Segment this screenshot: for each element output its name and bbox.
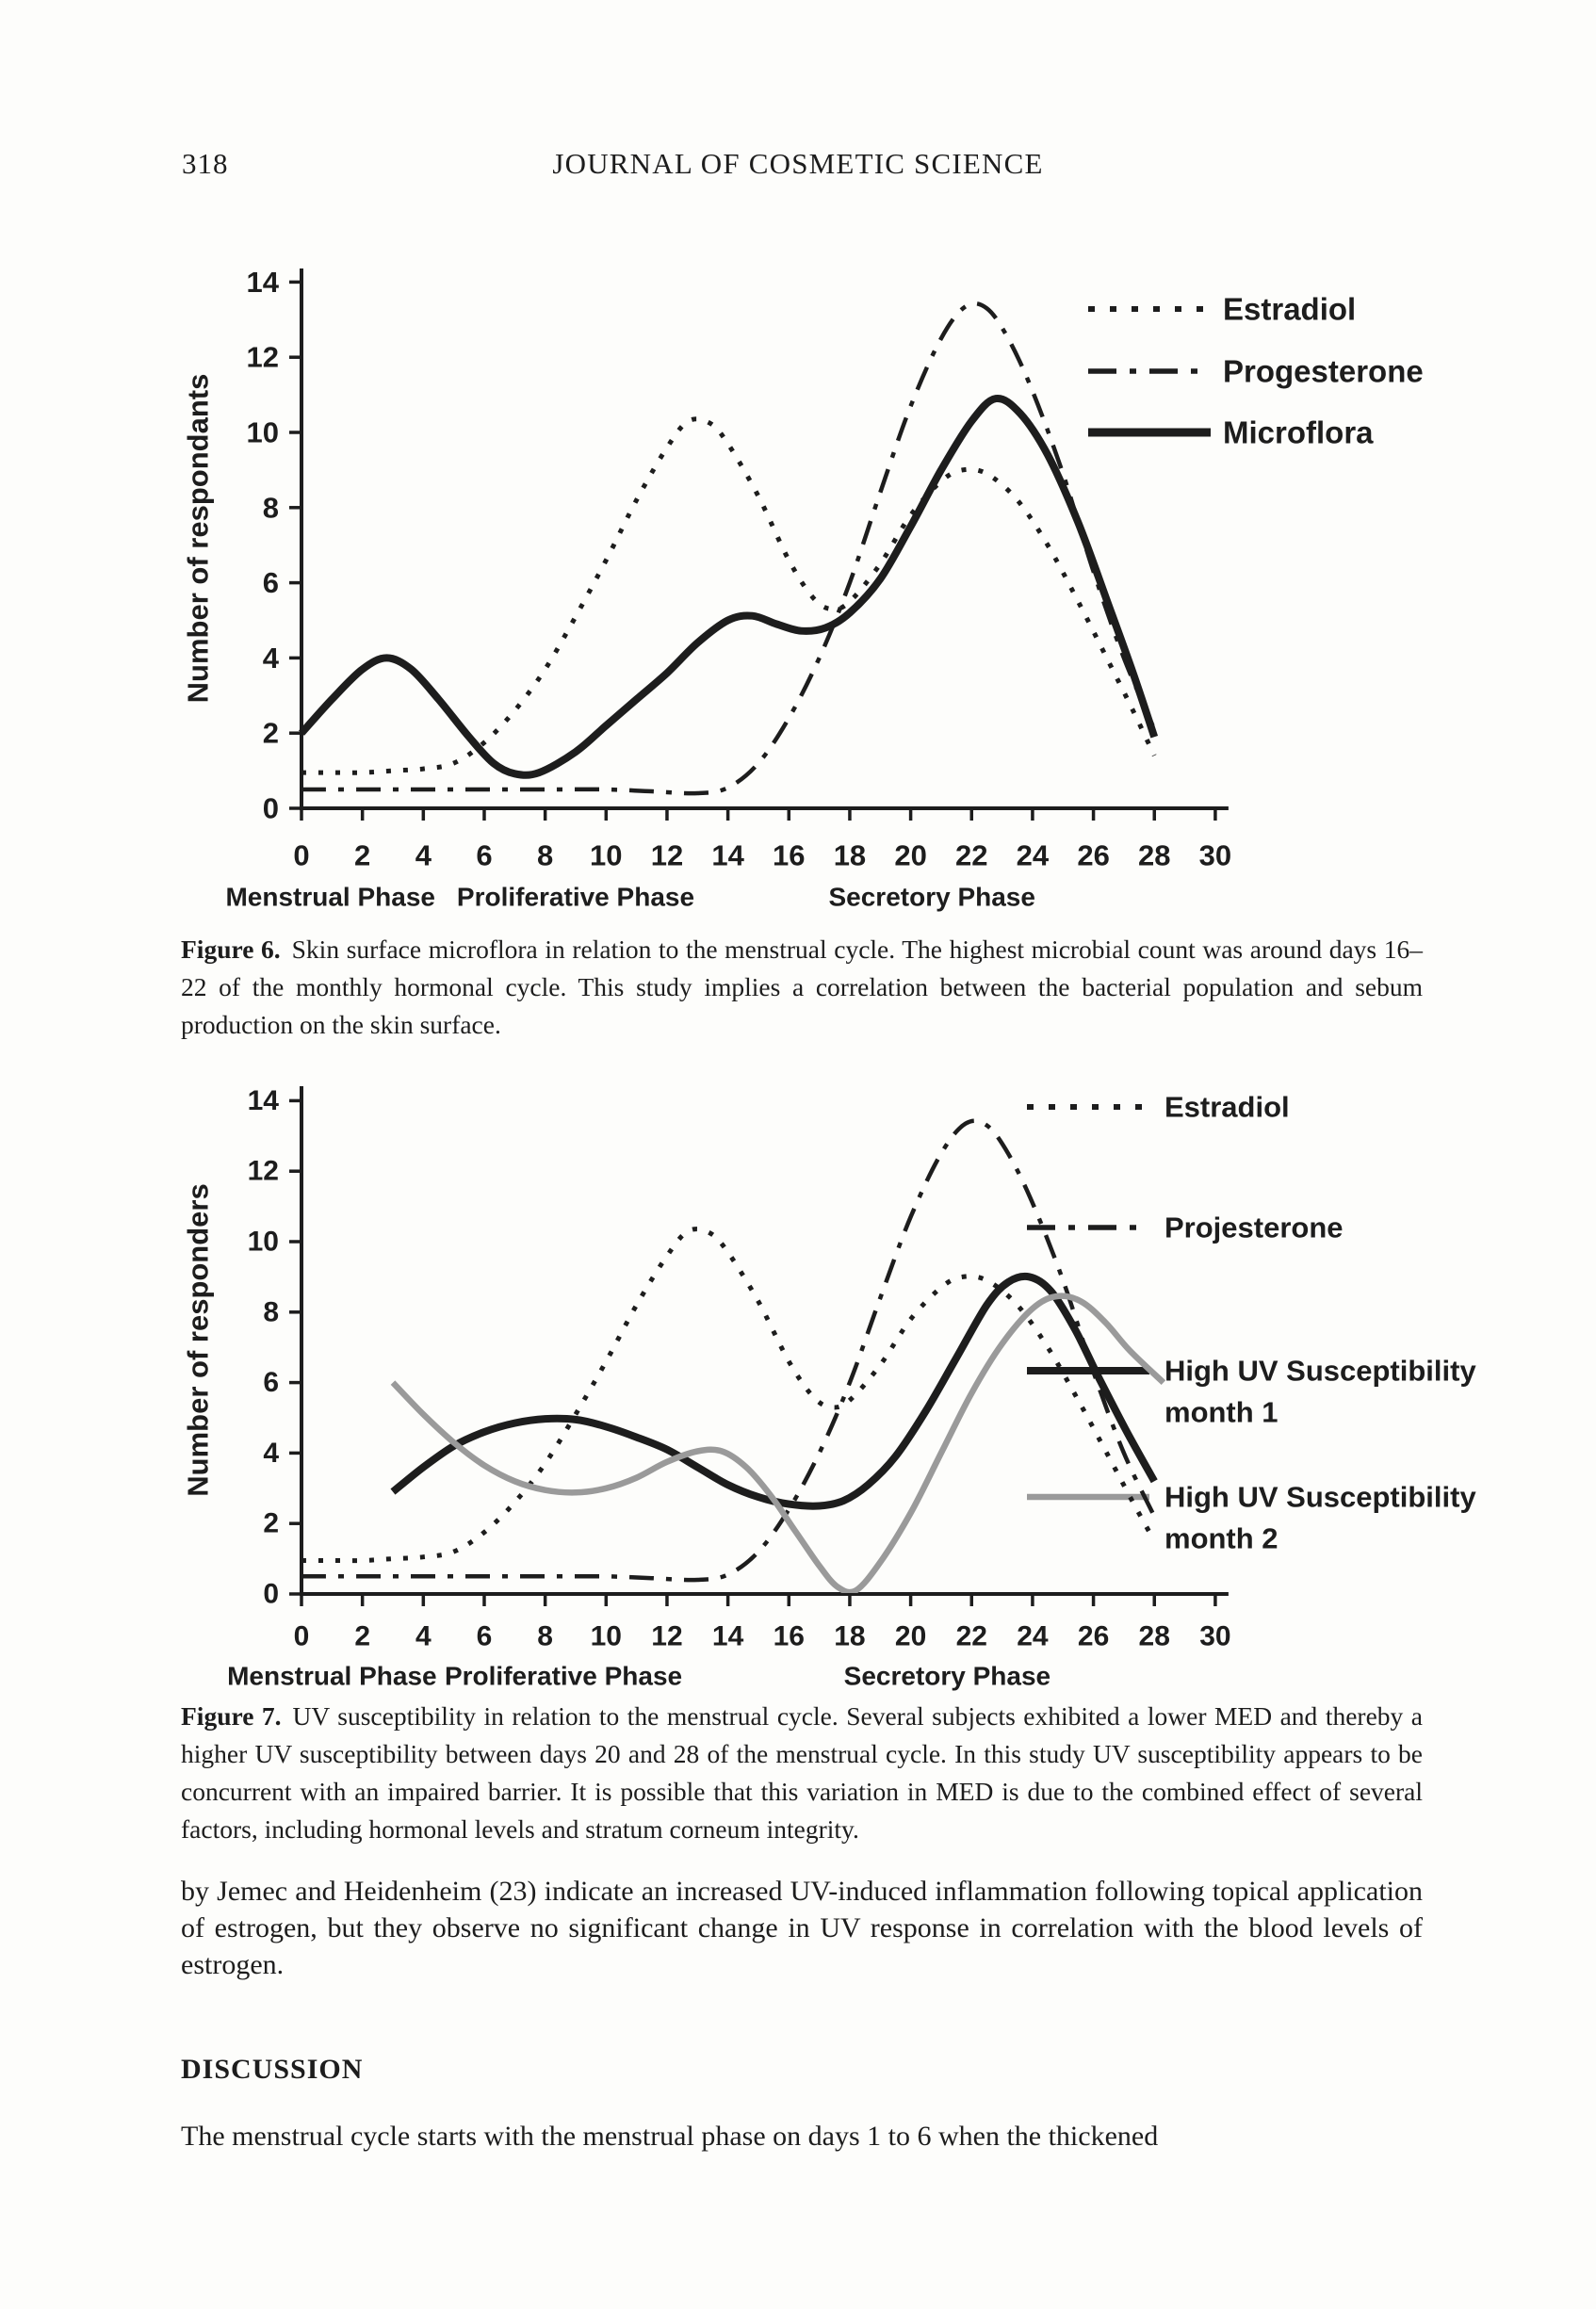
journal-header: JOURNAL OF COSMETIC SCIENCE	[552, 147, 1044, 180]
x-tick-label: 10	[590, 839, 622, 872]
legend-label: High UV Susceptibility	[1164, 1481, 1476, 1514]
x-tick-label: 16	[774, 1621, 805, 1652]
x-tick-label: 2	[354, 1621, 370, 1652]
y-tick-label: 0	[263, 792, 279, 825]
x-tick-label: 28	[1139, 1621, 1170, 1652]
series-high-uv-susceptibility-month-1	[390, 1272, 1158, 1510]
y-tick-label: 2	[263, 717, 279, 750]
phase-label: Secretory Phase	[844, 1662, 1050, 1691]
x-tick-label: 0	[293, 839, 309, 872]
x-tick-label: 6	[476, 839, 492, 872]
y-tick-label: 10	[247, 416, 279, 449]
figure6-caption-label: Figure 6.	[181, 935, 281, 964]
x-tick-label: 12	[651, 1621, 682, 1652]
body-paragraph: by Jemec and Heidenheim (23) indicate an…	[181, 1876, 1423, 1980]
figure6-caption-text: Skin surface microflora in relation to t…	[181, 935, 1423, 1039]
y-axis-title: Number of responders	[182, 1183, 215, 1496]
y-tick-label: 0	[263, 1579, 279, 1610]
y-axis-title: Number of respondants	[182, 374, 215, 704]
x-tick-label: 18	[834, 1621, 865, 1652]
figure7-caption: Figure 7. UV susceptibility in relation t…	[181, 1698, 1423, 1848]
discussion-first-line: The menstrual cycle starts with the mens…	[181, 2121, 1159, 2152]
x-tick-label: 20	[895, 1621, 926, 1652]
phase-label: Menstrual Phase	[225, 883, 435, 912]
x-tick-label: 18	[834, 839, 866, 872]
legend-label: Projesterone	[1164, 1211, 1344, 1244]
phase-label: Secretory Phase	[828, 883, 1034, 912]
legend-label: High UV Susceptibility	[1164, 1355, 1476, 1388]
x-tick-label: 26	[1078, 1621, 1109, 1652]
series-projesterone	[301, 1118, 1157, 1583]
y-tick-label: 12	[248, 1156, 279, 1187]
x-tick-label: 2	[354, 839, 370, 872]
x-tick-label: 20	[894, 839, 926, 872]
x-tick-label: 28	[1138, 839, 1170, 872]
x-tick-label: 6	[477, 1621, 493, 1652]
x-tick-label: 24	[1017, 839, 1050, 872]
x-tick-label: 24	[1017, 1621, 1049, 1652]
y-tick-label: 4	[263, 1438, 279, 1469]
legend-label: month 2	[1164, 1522, 1278, 1555]
x-tick-label: 10	[591, 1621, 622, 1652]
y-tick-label: 4	[263, 642, 280, 675]
figure6-caption: Figure 6. Skin surface microflora in rela…	[181, 931, 1423, 1044]
phase-label: Proliferative Phase	[445, 1662, 682, 1691]
y-tick-label: 2	[263, 1508, 279, 1539]
y-tick-label: 6	[263, 566, 279, 599]
phase-label: Menstrual Phase	[227, 1662, 437, 1691]
y-tick-label: 14	[248, 1085, 280, 1116]
y-tick-label: 8	[263, 1296, 279, 1327]
x-tick-label: 14	[711, 839, 744, 872]
legend-label: month 1	[1164, 1396, 1278, 1429]
x-tick-label: 22	[956, 1621, 987, 1652]
x-tick-label: 16	[773, 839, 805, 872]
x-tick-label: 30	[1199, 1621, 1230, 1652]
legend-label: Progesterone	[1223, 354, 1424, 389]
x-tick-label: 8	[537, 1621, 553, 1652]
x-tick-label: 8	[537, 839, 553, 872]
legend-label: Microflora	[1223, 415, 1374, 450]
y-tick-label: 14	[247, 266, 280, 299]
x-tick-label: 30	[1199, 839, 1231, 872]
y-tick-label: 8	[263, 491, 279, 524]
x-tick-label: 22	[955, 839, 987, 872]
x-tick-label: 4	[415, 839, 432, 872]
series-microflora	[299, 395, 1159, 779]
legend-label: Estradiol	[1164, 1091, 1290, 1124]
x-tick-label: 4	[415, 1621, 432, 1652]
series-high-uv-susceptibility-month-2	[390, 1293, 1166, 1593]
figure7-caption-text: UV susceptibility in relation to the men…	[181, 1701, 1423, 1844]
y-tick-label: 6	[263, 1367, 279, 1398]
page-number: 318	[182, 147, 229, 180]
x-tick-label: 14	[712, 1621, 744, 1652]
discussion-heading: DISCUSSION	[181, 2054, 364, 2085]
y-tick-label: 12	[247, 341, 279, 374]
figure7-caption-label: Figure 7.	[181, 1701, 282, 1731]
phase-label: Proliferative Phase	[457, 883, 694, 912]
x-tick-label: 0	[294, 1621, 310, 1652]
y-tick-label: 10	[248, 1227, 279, 1258]
legend-label: Estradiol	[1223, 292, 1356, 327]
x-tick-label: 26	[1077, 839, 1109, 872]
x-tick-label: 12	[651, 839, 683, 872]
series-progesterone	[301, 301, 1157, 796]
series-estradiol	[301, 416, 1157, 775]
